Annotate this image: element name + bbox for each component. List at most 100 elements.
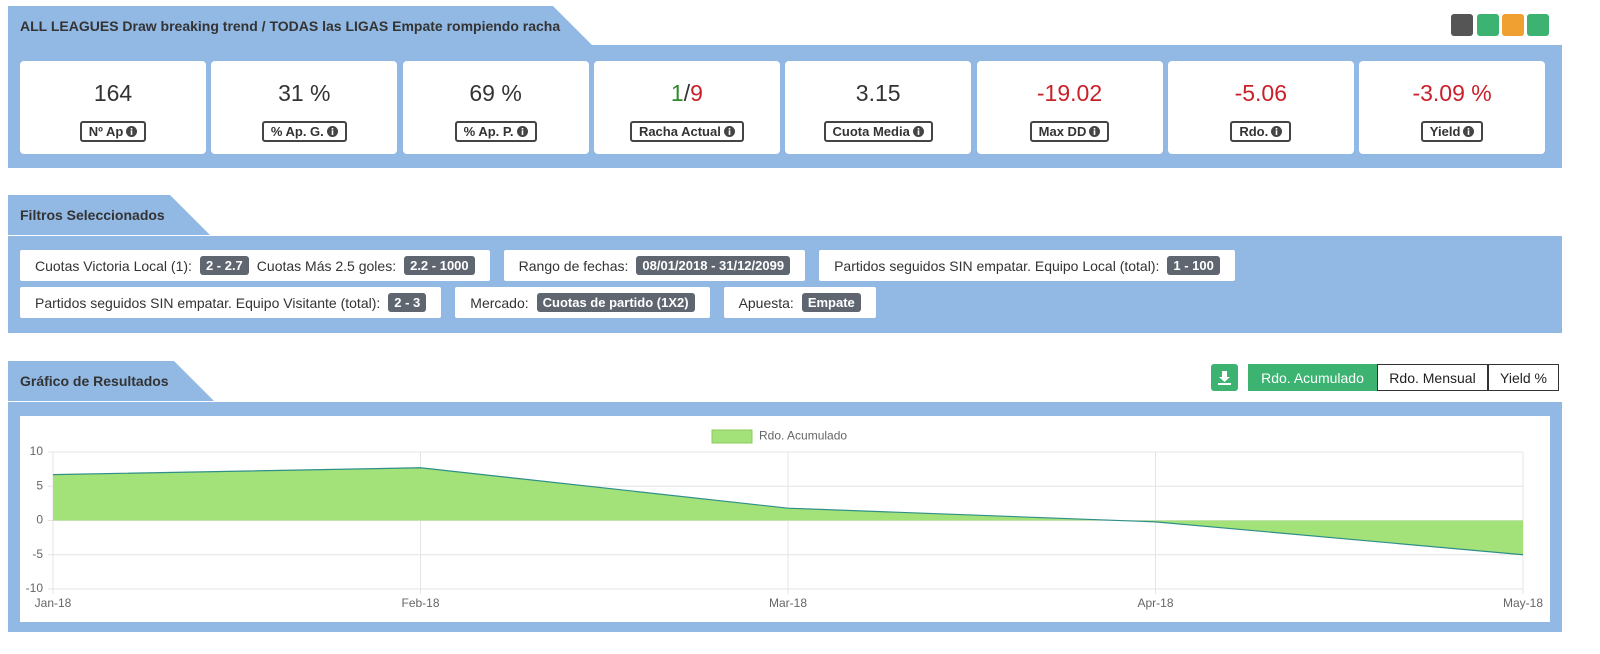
stat-value: 164 — [93, 80, 133, 106]
info-dot — [728, 128, 731, 130]
y-tick-label: -10 — [26, 581, 44, 595]
y-tick-label: 5 — [36, 478, 43, 492]
filter-label: Cuotas Más 2.5 goles: — [256, 257, 397, 274]
share-button[interactable] — [1502, 14, 1524, 36]
stat-value-part: / — [683, 80, 691, 106]
filter-row: Cuotas Victoria Local (1): 2 - 2.7 Cuotas … — [20, 250, 1235, 281]
y-tick-label: 10 — [30, 444, 44, 458]
stat-label-text: Max DD — [1038, 124, 1087, 139]
filter-box: Partidos seguidos SIN empatar. Equipo Lo… — [819, 250, 1235, 281]
filter-label: Rango de fechas: — [518, 257, 629, 274]
stat-label-text: % Ap. P. — [463, 124, 514, 139]
stat-label: % Ap. G. — [261, 121, 347, 142]
stats-panel: 164 Nº Ap 31 % % Ap. G. 69 % % Ap. P. 1/9 Racha… — [8, 45, 1562, 168]
stat-value: 31 % — [278, 80, 331, 106]
filter-badge: 08/01/2018 - 31/12/2099 — [636, 256, 791, 275]
filter-label: Partidos seguidos SIN empatar. Equipo Vi… — [35, 294, 381, 311]
info-bar — [130, 130, 133, 135]
stat-card: 1/9 Racha Actual — [593, 61, 780, 154]
info-bar — [1275, 130, 1278, 135]
x-tick-label: Jan-18 — [35, 596, 72, 610]
results-tab: Gráfico de Resultados — [8, 361, 214, 401]
stat-label: Nº Ap — [79, 121, 147, 142]
legend-label: Rdo. Acumulado — [759, 429, 847, 443]
stat-card: -19.02 Max DD — [976, 61, 1163, 154]
chart-card: -10 -5 0 5 10 Jan-18 Feb-18 Mar-18 Apr-18 May-18 R… — [20, 416, 1550, 622]
email-button[interactable] — [1527, 14, 1549, 36]
info-icon — [1089, 126, 1101, 137]
chart-mode-button[interactable]: Rdo. Acumulado — [1248, 364, 1377, 391]
stat-label: Rdo. — [1230, 121, 1292, 142]
info-bar — [521, 130, 523, 135]
info-icon — [326, 126, 338, 137]
info-dot — [521, 128, 523, 130]
x-tick-label: May-18 — [1503, 596, 1543, 610]
stat-value: -19.02 — [1036, 80, 1103, 106]
stat-card: 3.15 Cuota Media — [785, 61, 972, 154]
filters-panel: Cuotas Victoria Local (1): 2 - 2.7 Cuotas … — [8, 236, 1562, 333]
stat-value: -5.06 — [1234, 80, 1288, 106]
info-dot — [331, 128, 334, 130]
filter-label: Apuesta: — [738, 294, 794, 311]
chart: -10 -5 0 5 10 Jan-18 Feb-18 Mar-18 Apr-18 May-18 R… — [26, 429, 1544, 611]
info-bar — [1468, 130, 1470, 135]
info-dot — [917, 128, 920, 130]
x-tick-label: Apr-18 — [1137, 596, 1173, 610]
chart-mode-button[interactable]: Rdo. Mensual — [1377, 364, 1488, 391]
chart-panel: -10 -5 0 5 10 Jan-18 Feb-18 Mar-18 Apr-18 May-18 R… — [8, 402, 1562, 632]
results-title: Gráfico de Resultados — [20, 373, 169, 389]
legend-swatch — [711, 429, 753, 444]
y-tick-label: 0 — [36, 513, 43, 527]
info-dot — [130, 128, 133, 130]
info-bar — [1094, 130, 1096, 135]
info-bar — [728, 130, 731, 135]
stat-value-part: 1 — [670, 80, 684, 106]
stat-card: -5.06 Rdo. — [1167, 61, 1354, 154]
filter-label: Cuotas Victoria Local (1): — [35, 257, 192, 274]
filter-badge: 2.2 - 1000 — [404, 256, 475, 275]
stat-label: Cuota Media — [823, 121, 933, 142]
filters-tab: Filtros Seleccionados — [8, 195, 210, 235]
stat-label-text: % Ap. G. — [270, 124, 324, 139]
stat-label-text: Racha Actual — [638, 124, 721, 139]
filter-label: Partidos seguidos SIN empatar. Equipo Lo… — [834, 257, 1160, 274]
filter-badge: Empate — [801, 293, 861, 312]
filter-badge: 2 - 2.7 — [199, 256, 249, 275]
stat-label-text: Nº Ap — [88, 124, 124, 139]
stat-value: 69 % — [469, 80, 522, 106]
stat-label-text: Yield — [1429, 124, 1461, 139]
download-button[interactable] — [1477, 14, 1499, 36]
filter-label: Mercado: — [470, 294, 529, 311]
line — [52, 467, 1524, 556]
info-icon — [1271, 126, 1283, 137]
stat-value: -3.09 % — [1412, 80, 1492, 106]
filter-box: Partidos seguidos SIN empatar. Equipo Vi… — [20, 287, 442, 318]
info-icon — [126, 126, 138, 137]
stat-card: 31 % % Ap. G. — [211, 61, 398, 154]
info-icon — [912, 126, 924, 137]
x-tick-label: Mar-18 — [769, 596, 807, 610]
stat-card: 164 Nº Ap — [20, 61, 206, 154]
header-tab: ALL LEAGUES Draw breaking trend / TODAS … — [8, 6, 593, 46]
stat-label: Racha Actual — [629, 121, 744, 142]
stat-label: Yield — [1420, 121, 1484, 142]
chart-mode-button[interactable]: Yield % — [1488, 364, 1559, 391]
filter-box: Mercado: Cuotas de partido (1X2) — [455, 287, 710, 318]
filter-box: Rango de fechas: 08/01/2018 - 31/12/2099 — [503, 250, 806, 281]
stat-label-text: Cuota Media — [832, 124, 910, 139]
info-bar — [917, 130, 920, 135]
info-icon — [723, 126, 735, 137]
copy-button[interactable] — [1451, 14, 1473, 36]
stat-card: 69 % % Ap. P. — [402, 61, 589, 154]
chart-download-button[interactable] — [1211, 364, 1238, 391]
area — [53, 467, 1523, 555]
y-tick-label: -5 — [32, 547, 43, 561]
info-dot — [1275, 128, 1278, 130]
info-icon — [516, 126, 528, 137]
filter-badge: 2 - 3 — [388, 293, 427, 312]
stat-value-part: 9 — [690, 80, 703, 106]
filter-row: Partidos seguidos SIN empatar. Equipo Vi… — [20, 287, 876, 318]
info-bar — [331, 130, 334, 135]
